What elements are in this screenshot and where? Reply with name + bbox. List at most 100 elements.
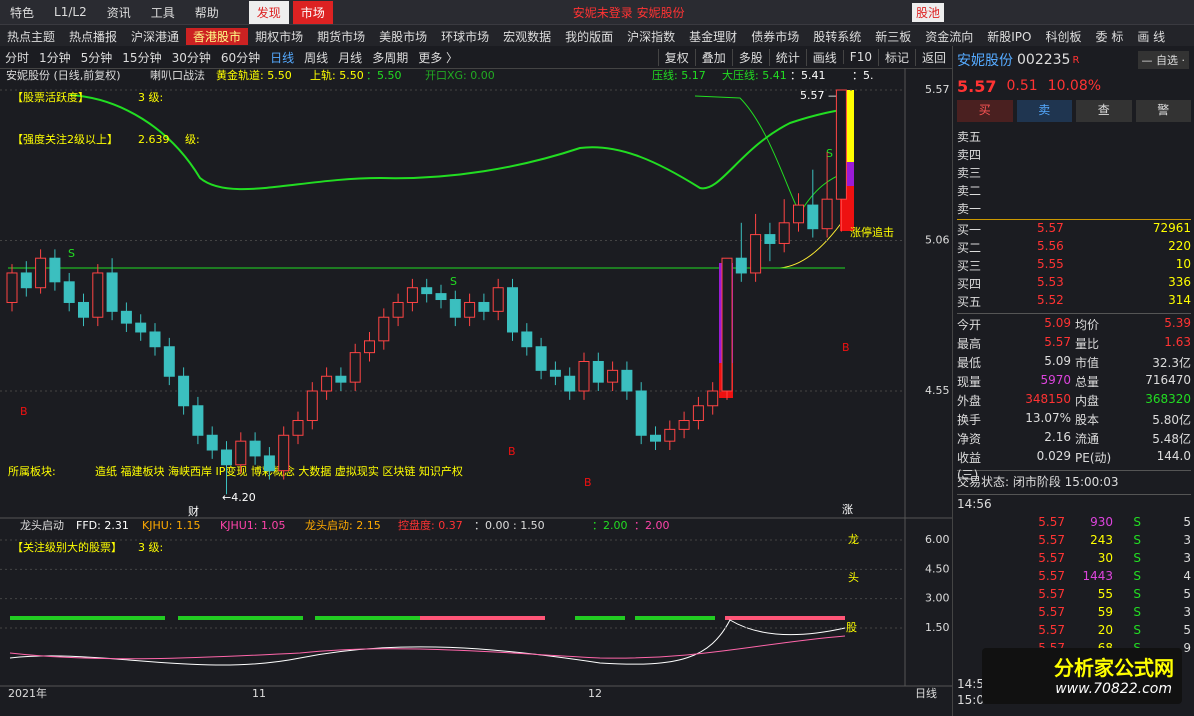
tick-price: 5.57 bbox=[1038, 569, 1065, 583]
period-tab[interactable]: 60分钟 bbox=[220, 50, 261, 65]
stat-value: 144.0 bbox=[1156, 449, 1191, 463]
nav-item[interactable]: 期货市场 bbox=[317, 29, 366, 44]
stat-label: 均价 bbox=[1075, 318, 1100, 332]
nav-item[interactable]: 热点播报 bbox=[69, 29, 118, 44]
candle-body bbox=[235, 440, 247, 466]
menu-item[interactable]: 资讯 bbox=[106, 5, 131, 20]
period-tab[interactable]: 5分钟 bbox=[80, 50, 113, 65]
stock-pool[interactable]: 股池 bbox=[911, 2, 944, 22]
trade-button[interactable]: 查 bbox=[1076, 100, 1132, 122]
chart-mark: 涨 bbox=[842, 503, 853, 516]
tick-count: 3 bbox=[1183, 551, 1191, 565]
tick-price: 5.57 bbox=[1038, 515, 1065, 529]
period-tab[interactable]: 日线 bbox=[270, 50, 295, 65]
trade-button[interactable]: 警 bbox=[1135, 100, 1191, 122]
tool-button[interactable]: 复权 bbox=[657, 48, 695, 66]
stat-row: 最低 5.09 市值 32.3亿 bbox=[957, 354, 1191, 373]
menu-item[interactable]: 工具 bbox=[150, 5, 175, 20]
tab[interactable]: 发现 bbox=[248, 0, 289, 24]
period-tab[interactable]: 月线 bbox=[338, 50, 363, 65]
ask-row: 卖一 bbox=[957, 200, 1191, 218]
nav-item[interactable]: 香港股市 bbox=[186, 27, 249, 45]
nav-item[interactable]: 股转系统 bbox=[813, 29, 862, 44]
footer-time: 14:5 bbox=[957, 677, 984, 691]
stat-label: 流通 bbox=[1075, 432, 1100, 446]
stat-label: 最高 bbox=[957, 337, 982, 351]
divider bbox=[957, 313, 1191, 314]
candle-body bbox=[678, 420, 690, 430]
tick-row: 5.57 59 S 3 bbox=[957, 605, 1191, 623]
menu-item[interactable]: 特色 bbox=[10, 5, 35, 20]
ask-label: 卖二 bbox=[957, 184, 982, 198]
period-tab[interactable]: 15分钟 bbox=[122, 50, 162, 65]
ask-label: 卖三 bbox=[957, 166, 982, 180]
note: 头 bbox=[848, 571, 859, 584]
bid-price: 5.56 bbox=[1037, 239, 1064, 253]
tab[interactable]: 市场 bbox=[292, 0, 333, 24]
tick-row: 5.57 1443 S 4 bbox=[957, 569, 1191, 587]
tool-button[interactable]: 画线 bbox=[805, 48, 843, 66]
chart-mark: 5.57 — bbox=[800, 89, 839, 102]
stat-value: 5.09 bbox=[1044, 316, 1071, 330]
candle-body bbox=[607, 369, 619, 383]
stat-value: 5.48亿 bbox=[1152, 432, 1191, 446]
legend-item: KJHU1: 1.05 bbox=[220, 519, 285, 532]
menu-item[interactable]: 帮助 bbox=[194, 5, 219, 20]
trade-button[interactable]: 卖 bbox=[1016, 100, 1072, 122]
nav-item[interactable]: 环球市场 bbox=[441, 29, 490, 44]
nav-item[interactable]: 期权市场 bbox=[255, 29, 304, 44]
tool-button[interactable]: F10 bbox=[842, 50, 878, 64]
tool-button[interactable]: 多股 bbox=[731, 48, 769, 66]
period-tab[interactable]: 1分钟 bbox=[39, 50, 71, 65]
nav-item[interactable]: 我的版面 bbox=[565, 29, 614, 44]
period-tab[interactable]: 多周期 bbox=[372, 50, 409, 65]
stat-value: 13.07% bbox=[1025, 411, 1071, 425]
tool-button[interactable]: 统计 bbox=[768, 48, 806, 66]
nav-item[interactable]: 画 线 bbox=[1137, 29, 1166, 44]
nav-item[interactable]: 美股市场 bbox=[379, 29, 428, 44]
period-tab: 日线 bbox=[915, 686, 937, 700]
nav-item[interactable]: 新三板 bbox=[875, 29, 912, 44]
candle-body bbox=[78, 301, 89, 318]
nav-item[interactable]: 沪深港通 bbox=[131, 29, 180, 44]
tool-button[interactable]: 返回 bbox=[914, 48, 952, 66]
period-tab[interactable]: 30分钟 bbox=[171, 50, 211, 65]
nav-item[interactable]: 沪深指数 bbox=[627, 29, 676, 44]
nav-item[interactable]: 基金理财 bbox=[689, 29, 738, 44]
legend-item: ：5.41 bbox=[790, 69, 826, 82]
trade-button[interactable]: 买 bbox=[957, 100, 1013, 122]
tool-button[interactable]: 标记 bbox=[877, 48, 915, 66]
nav-item[interactable]: 科创板 bbox=[1045, 29, 1082, 44]
nav-item[interactable]: 资金流向 bbox=[925, 29, 974, 44]
period-tab[interactable]: 分时 bbox=[5, 50, 30, 65]
nav-item[interactable]: 新股IPO bbox=[987, 29, 1032, 44]
nav-item[interactable]: 债券市场 bbox=[751, 29, 800, 44]
nav-item[interactable]: 宏观数据 bbox=[503, 29, 552, 44]
bid-volume: 10 bbox=[1175, 257, 1191, 271]
stat-value: 1.63 bbox=[1164, 335, 1191, 349]
ask-row: 卖二 bbox=[957, 182, 1191, 200]
candle-body bbox=[49, 257, 61, 283]
candle-body bbox=[721, 257, 733, 392]
note: 2.639 bbox=[138, 133, 170, 146]
watch-button[interactable]: — 自选 · bbox=[1137, 51, 1189, 69]
candle-body bbox=[807, 204, 819, 230]
period-tab[interactable]: 更多 〉 bbox=[418, 50, 459, 65]
period-tab[interactable]: 周线 bbox=[304, 50, 329, 65]
stat-row: 外盘 348150 内盘 368320 bbox=[957, 392, 1191, 411]
menu-item[interactable]: L1/L2 bbox=[54, 5, 87, 19]
nav-item[interactable]: 热点主题 bbox=[7, 29, 56, 44]
legend-item: FFD: 2.31 bbox=[76, 519, 129, 532]
ask-label: 卖四 bbox=[957, 148, 982, 162]
candle-body bbox=[221, 449, 232, 466]
nav-item[interactable]: 委 标 bbox=[1095, 29, 1124, 44]
candle-body bbox=[6, 272, 18, 303]
sub-bars bbox=[9, 616, 846, 666]
tool-button[interactable]: 叠加 bbox=[694, 48, 732, 66]
stat-label: 内盘 bbox=[1075, 394, 1100, 408]
value-tick: 3.00 bbox=[925, 592, 950, 605]
stat-row: 净资 2.16 流通 5.48亿 bbox=[957, 430, 1191, 449]
legend-item: 黄金轨道: 5.50 bbox=[216, 68, 292, 82]
tick-side: S bbox=[1133, 605, 1141, 619]
ask-row: 卖四 bbox=[957, 146, 1191, 164]
